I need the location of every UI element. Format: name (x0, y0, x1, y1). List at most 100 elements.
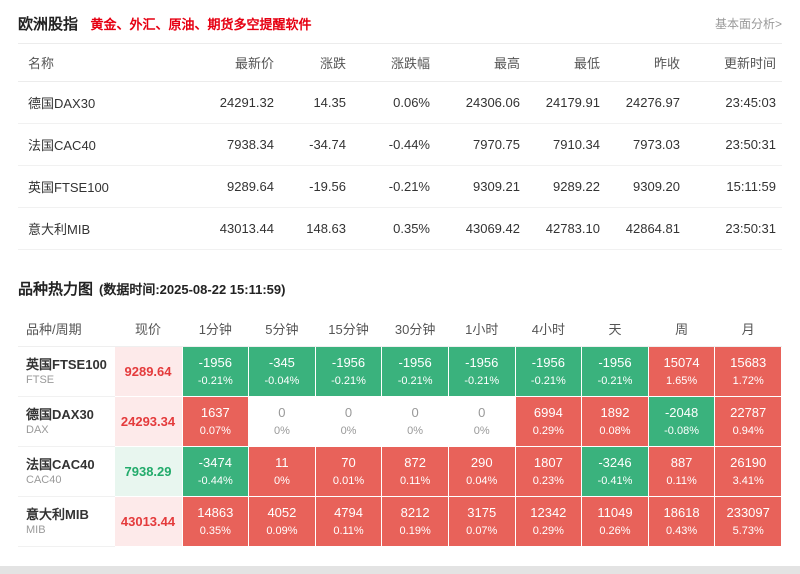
last-price: 7938.34 (196, 123, 280, 166)
change: -34.74 (280, 123, 352, 166)
heatmap-cell: 0 0% (248, 396, 316, 447)
heatmap-cell-percent: -0.21% (397, 375, 433, 387)
heatmap-instrument-name: 英国FTSE100 (26, 356, 107, 372)
last-price: 24291.32 (196, 81, 280, 124)
heatmap-col-header: 天 (581, 311, 649, 347)
quote-table-header-row: 名称 最新价 涨跌 涨跌幅 最高 最低 昨收 更新时间 (18, 43, 782, 82)
heatmap-cell-percent: 0.35% (199, 525, 231, 537)
heatmap-cell-value: -1956 (531, 355, 565, 370)
instrument-name: 德国DAX30 (18, 81, 196, 124)
heatmap-cell-percent: 0% (340, 425, 357, 437)
change: -19.56 (280, 165, 352, 208)
heatmap-cell: -1956 -0.21% (314, 346, 383, 397)
heatmap-cell-percent: 0.43% (665, 525, 698, 537)
heatmap-timestamp: (数据时间:2025-08-22 15:11:59) (99, 282, 286, 297)
top-bar: 欧洲股指 黄金、外汇、原油、期货多空提醒软件 基本面分析> (18, 0, 782, 43)
heatmap-cell-value: 0 (478, 405, 486, 420)
heatmap-instrument-code: FTSE (26, 373, 55, 386)
heatmap-cell-percent: 0.26% (599, 525, 631, 537)
heatmap-cell-value: 22787 (730, 405, 767, 420)
heatmap-cell-percent: -0.21% (197, 375, 233, 387)
heatmap-col-header: 1分钟 (182, 311, 249, 347)
heatmap-cell: -3474 -0.44% (181, 446, 250, 497)
change-pct: -0.44% (352, 123, 436, 166)
change-pct: -0.21% (352, 165, 436, 208)
next-section-partial-strip (0, 566, 800, 574)
prev-close: 9309.20 (606, 165, 686, 208)
heatmap-cell-value: -2048 (664, 405, 699, 420)
low: 42783.10 (526, 207, 606, 250)
heatmap-cell-percent: 0.09% (266, 525, 298, 537)
heatmap-instrument-cell[interactable]: 意大利MIB MIB (18, 496, 114, 547)
instrument-name: 法国CAC40 (18, 123, 196, 166)
quote-row[interactable]: 英国FTSE100 9289.64 -19.56 -0.21% 9309.21 9289.… (18, 165, 782, 208)
heatmap-cell: -1956 -0.21% (381, 346, 449, 397)
high: 43069.42 (436, 207, 526, 250)
heatmap-cell: -345 -0.04% (248, 346, 316, 397)
heatmap-cell-value: 70 (341, 455, 356, 470)
heatmap-cell-percent: 0% (407, 425, 424, 437)
heatmap-cell-value: -3474 (198, 455, 232, 470)
heatmap-cell-value: 14863 (197, 505, 234, 520)
heatmap-cell: 18618 0.43% (647, 496, 716, 547)
heatmap-cell-value: 4794 (334, 505, 363, 520)
heatmap-cell-percent: 0.23% (532, 475, 564, 487)
heatmap-row: 英国FTSE100 FTSE 9289.64 -1956 -0.21% -345 -0.04… (18, 346, 782, 397)
heatmap-cell-percent: -0.21% (597, 375, 633, 387)
quote-row[interactable]: 法国CAC40 7938.34 -34.74 -0.44% 7970.75 7910.34… (18, 123, 782, 166)
heatmap-instrument-cell[interactable]: 德国DAX30 DAX (18, 396, 114, 447)
heatmap-cell: -2048 -0.08% (647, 396, 716, 447)
heatmap-col-header: 15分钟 (315, 311, 382, 347)
heatmap-cell: 8212 0.19% (381, 496, 449, 547)
heatmap-col-header: 月 (714, 311, 782, 347)
change: 148.63 (280, 207, 352, 250)
heatmap-cell-percent: -0.41% (597, 475, 633, 487)
heatmap-cell: 872 0.11% (381, 446, 449, 497)
heatmap-cell-value: 290 (470, 455, 493, 470)
heatmap-cell-percent: -0.21% (530, 375, 566, 387)
heatmap-instrument-cell[interactable]: 法国CAC40 CAC40 (18, 446, 114, 497)
last-price: 9289.64 (196, 165, 280, 208)
heatmap-cell-value: -1956 (331, 355, 366, 370)
heatmap-instrument-cell[interactable]: 英国FTSE100 FTSE (18, 346, 114, 397)
heatmap-cell-value: 1637 (200, 405, 230, 420)
heatmap-cell: 70 0.01% (314, 446, 383, 497)
heatmap-cell: 15074 1.65% (647, 346, 716, 397)
update-time: 23:50:31 (686, 207, 782, 250)
high: 7970.75 (436, 123, 526, 166)
heatmap-cell-percent: 0.11% (666, 475, 697, 487)
quote-row[interactable]: 德国DAX30 24291.32 14.35 0.06% 24306.06 24179.9… (18, 81, 782, 124)
heatmap-cell: -1956 -0.21% (447, 346, 516, 397)
heatmap-cell: 0 0% (381, 396, 449, 447)
heatmap-cell-percent: 0.29% (532, 425, 564, 437)
quote-table: 名称 最新价 涨跌 涨跌幅 最高 最低 昨收 更新时间 德国DAX30 24291.32 14.3… (18, 43, 782, 250)
heatmap-current-price: 24293.34 (113, 396, 183, 447)
heatmap-cell-percent: 5.73% (732, 525, 764, 537)
heatmap-cell-percent: 0% (473, 425, 490, 437)
quote-col-header: 最新价 (196, 43, 280, 82)
change: 14.35 (280, 81, 352, 124)
heatmap-cell-value: 15683 (730, 355, 767, 370)
heatmap-cell: 1807 0.23% (514, 446, 583, 497)
fundamental-analysis-link[interactable]: 基本面分析> (714, 17, 782, 31)
heatmap-instrument-code: DAX (26, 423, 49, 436)
quote-row[interactable]: 意大利MIB 43013.44 148.63 0.35% 43069.42 42783.1… (18, 207, 782, 250)
heatmap-cell-percent: -0.08% (664, 425, 699, 437)
instrument-name: 英国FTSE100 (18, 165, 196, 208)
heatmap-cell-value: -1956 (598, 355, 632, 370)
heatmap-cell-value: 872 (404, 455, 426, 470)
quote-col-header: 更新时间 (686, 43, 782, 82)
heatmap-current-price: 43013.44 (113, 496, 183, 547)
low: 7910.34 (526, 123, 606, 166)
heatmap-col-header: 4小时 (515, 311, 582, 347)
heatmap-cell-percent: 0.07% (199, 425, 231, 437)
heatmap-cell: 290 0.04% (447, 446, 516, 497)
heatmap-col-header: 1小时 (448, 311, 516, 347)
high: 9309.21 (436, 165, 526, 208)
heatmap-cell: 14863 0.35% (181, 496, 250, 547)
instrument-name: 意大利MIB (18, 207, 196, 250)
heatmap-cell-percent: 3.41% (732, 475, 764, 487)
heatmap-cell-value: 3175 (467, 505, 497, 520)
heatmap-col-header: 30分钟 (381, 311, 449, 347)
heatmap-cell-value: 0 (411, 405, 419, 420)
